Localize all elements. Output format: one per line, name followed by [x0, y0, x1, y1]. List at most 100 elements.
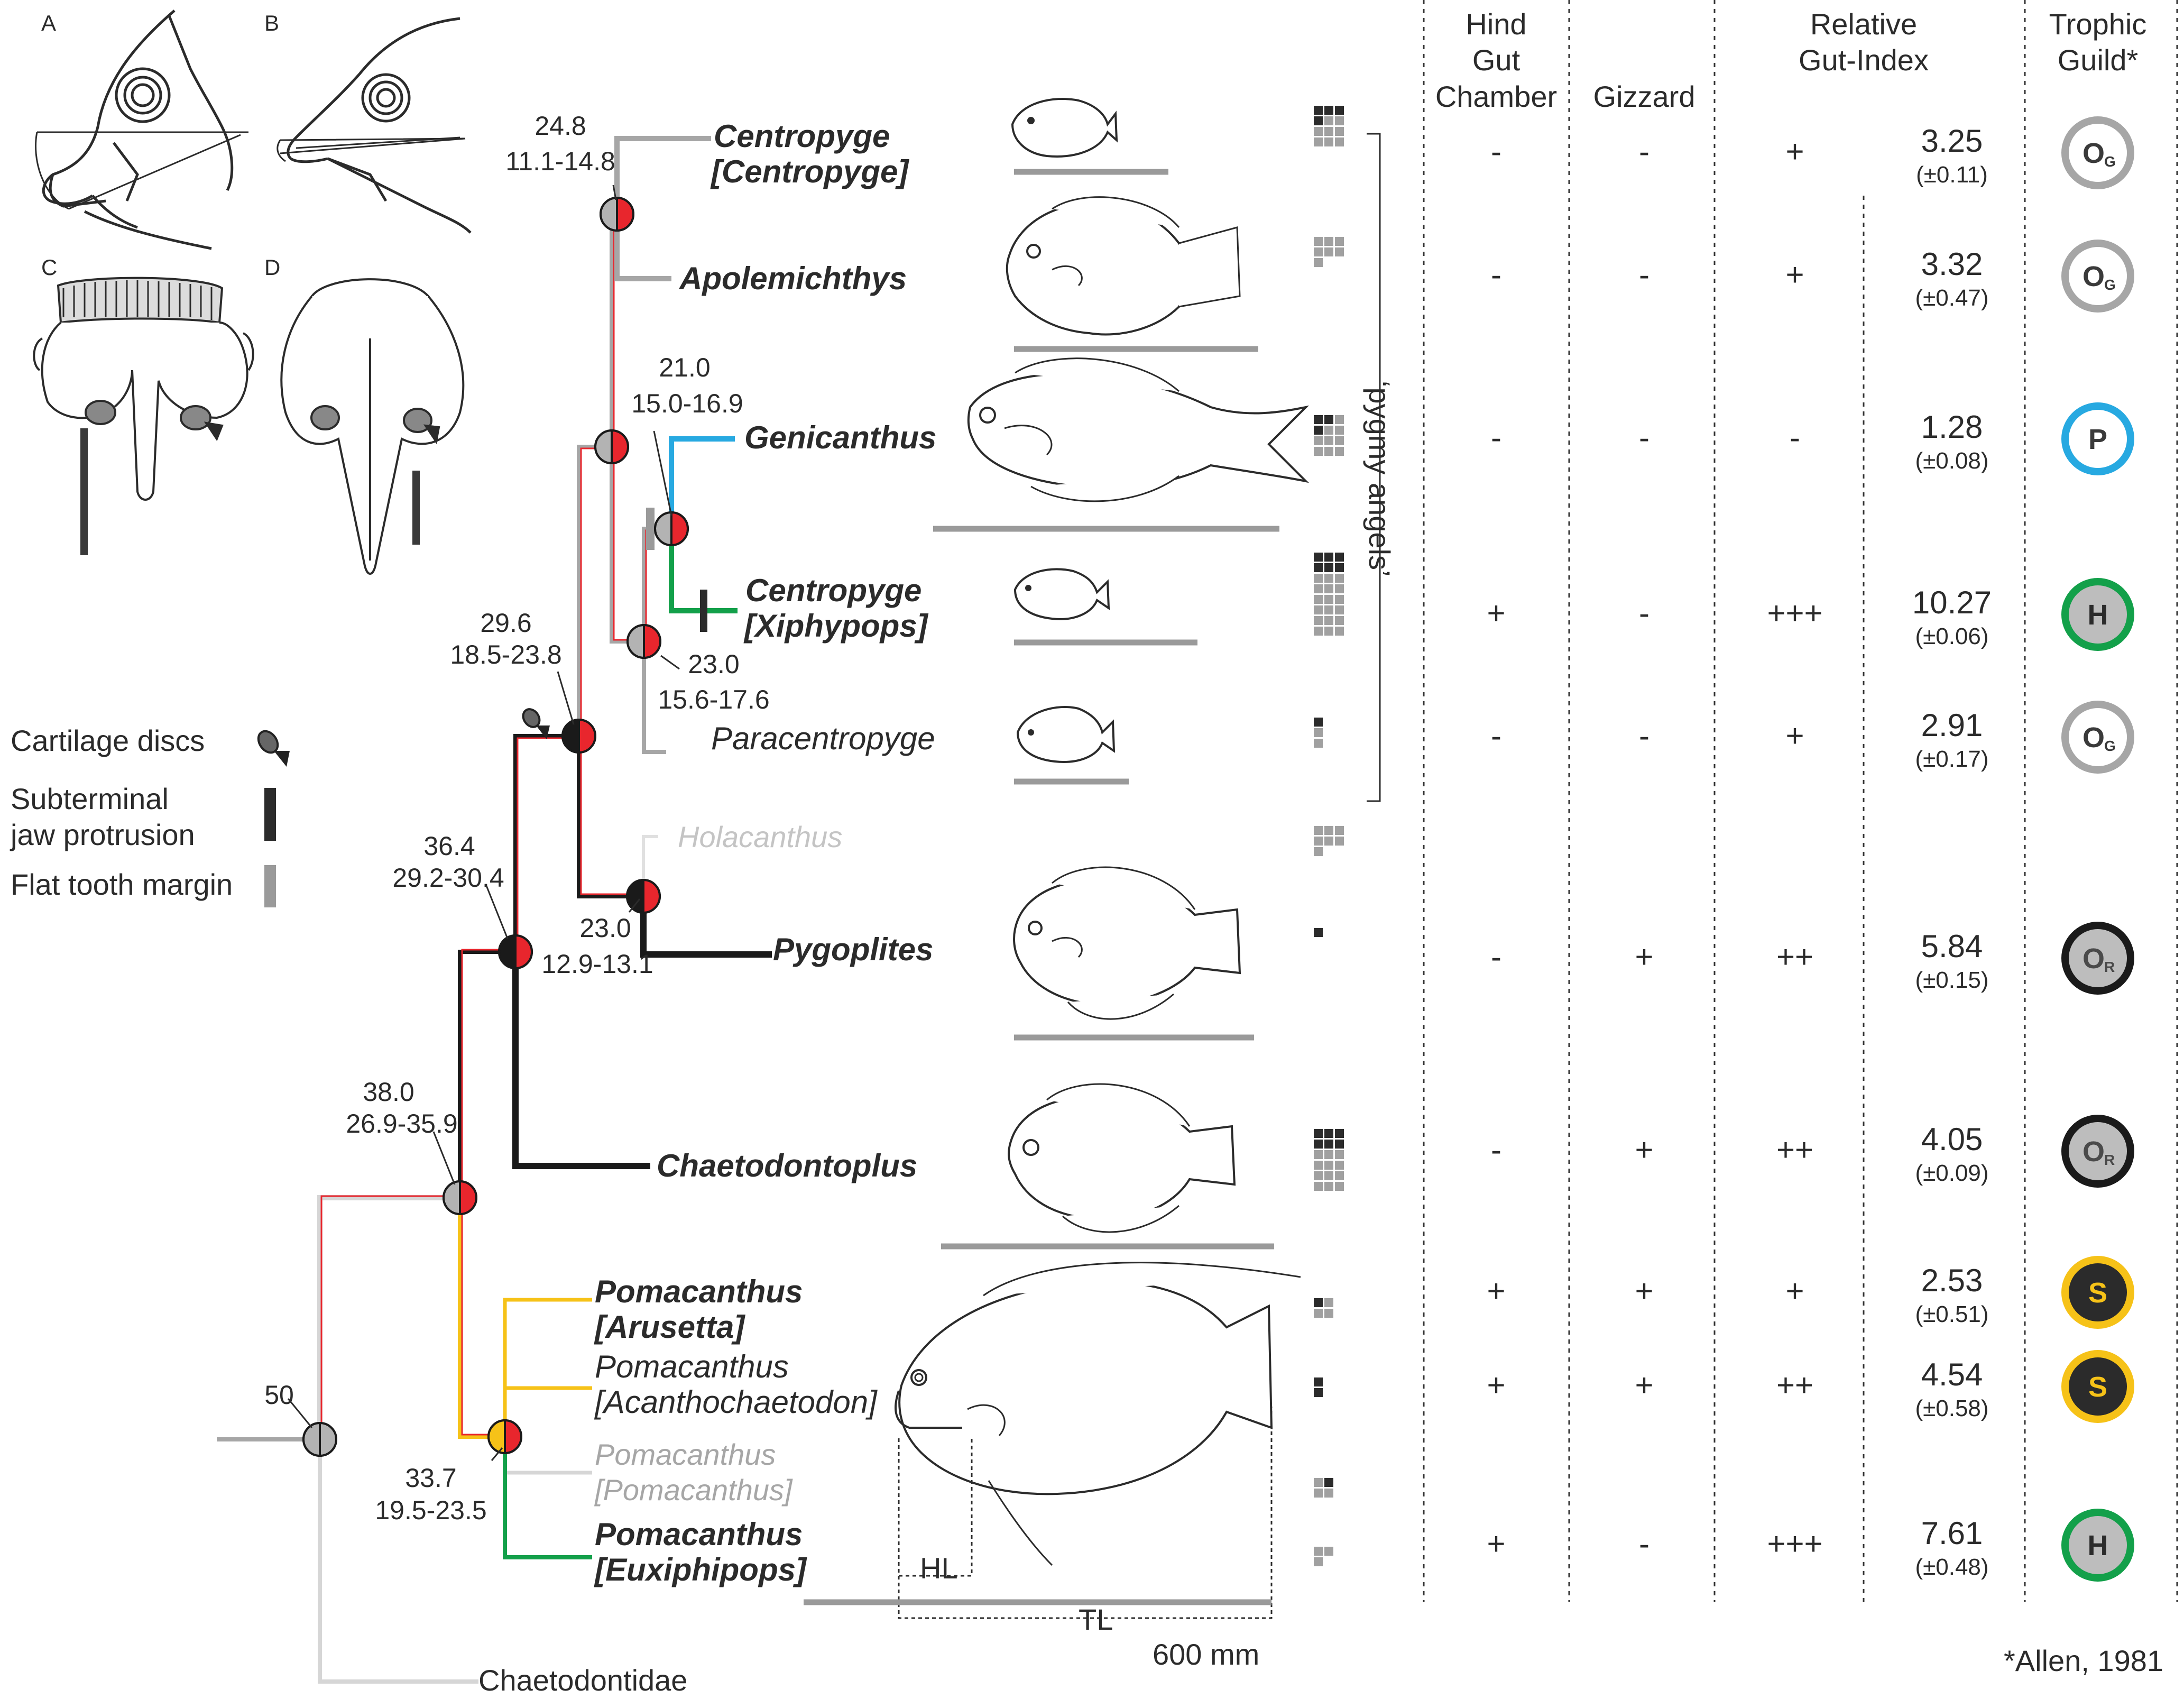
cell-hind: + — [1487, 1526, 1505, 1562]
cell-hind: + — [1487, 1273, 1505, 1309]
branch-38-to-pomacanthus — [458, 1198, 505, 1439]
gut-index-sd: (±0.15) — [1915, 967, 1988, 993]
trophic-guild-badge — [2061, 922, 2134, 995]
sample-square — [1335, 447, 1344, 456]
cell-gizzard: - — [1639, 718, 1649, 754]
branch-arusetta — [503, 1298, 592, 1437]
trait-row: - - - 1.28 (±0.08) P — [1491, 402, 2134, 475]
sample-square — [1335, 237, 1344, 246]
sample-size-grid — [1314, 1298, 1333, 1318]
sample-square — [1324, 1140, 1333, 1149]
panel-label-d: D — [264, 255, 280, 280]
sample-size-grid — [1314, 553, 1344, 636]
sample-square — [1314, 1547, 1323, 1556]
sample-square — [1335, 127, 1344, 136]
sample-square — [1314, 1489, 1323, 1498]
sample-square — [1335, 1161, 1344, 1170]
taxon-holacanthus: Holacanthus — [678, 820, 842, 853]
trophic-guild-letter: P — [2088, 424, 2107, 455]
trophic-guild-subscript: G — [2104, 738, 2116, 754]
taxon-euxiphipops-genus: Pomacanthus — [595, 1517, 803, 1552]
taxon-centropyge-xiphypops-genus: Centropyge — [745, 573, 921, 608]
node-23b-range: 12.9-13.1 — [541, 949, 653, 979]
node-root — [302, 1421, 337, 1457]
sample-square — [1335, 247, 1344, 256]
taxon-pygoplites: Pygoplites — [773, 932, 933, 967]
gut-index-sd: (±0.48) — [1915, 1554, 1988, 1580]
sample-square — [1324, 1182, 1333, 1191]
sample-size-grid — [1314, 928, 1323, 937]
sample-square — [1324, 1298, 1333, 1307]
sample-square — [1335, 826, 1344, 835]
sample-square — [1314, 1309, 1323, 1318]
node-29 — [561, 718, 596, 754]
sample-square — [1324, 837, 1333, 846]
footnote: *Allen, 1981 — [2004, 1644, 2163, 1677]
node-38 — [443, 1180, 477, 1216]
trait-row: + - +++ 10.27 (±0.06) H — [1487, 578, 2134, 651]
sample-square — [1324, 1309, 1333, 1318]
sample-size-grid — [1314, 1129, 1344, 1191]
fish-paracentropyge — [1014, 706, 1129, 785]
fish-apolemichthys — [1006, 196, 1258, 352]
sample-size-grid — [1314, 1377, 1323, 1397]
node-248-range: 11.1-14.8 — [505, 146, 615, 176]
node-248-age: 24.8 — [535, 111, 586, 141]
trait-row: - + ++ 5.84(±0.15)OR — [1491, 922, 2134, 995]
node-pygmy — [594, 429, 629, 465]
sample-square — [1314, 563, 1323, 572]
jaw-ventral-d-drawing — [280, 278, 465, 575]
cell-gizzard: + — [1635, 1367, 1653, 1403]
sample-square — [1335, 426, 1344, 435]
sample-square — [1314, 1161, 1323, 1170]
header-gut-index: Gut-Index — [1799, 43, 1929, 77]
cell-gizzard: - — [1639, 134, 1649, 169]
sample-square — [1314, 247, 1323, 256]
trophic-guild-badge — [2061, 402, 2134, 475]
sample-size-grid — [1314, 826, 1344, 856]
gut-index-value: 7.61 — [1921, 1516, 1983, 1551]
sample-square — [1335, 116, 1344, 125]
taxon-euxiphipops-subgenus: [Euxiphipops] — [594, 1552, 807, 1587]
sample-square — [1324, 616, 1333, 625]
gut-index-value: 5.84 — [1921, 929, 1983, 964]
jaw-ventral-c-drawing — [33, 277, 254, 501]
sample-square — [1324, 237, 1333, 246]
sample-square — [1335, 1150, 1344, 1159]
sample-square — [1324, 127, 1333, 136]
sample-square — [1314, 584, 1323, 593]
trophic-guild-letter: O — [2082, 943, 2105, 975]
sample-square — [1324, 605, 1333, 614]
jaw-panels: A B C D — [33, 10, 472, 575]
branch-to-230a — [610, 447, 644, 644]
sample-square — [1324, 426, 1333, 435]
cell-rgi: + — [1785, 257, 1804, 292]
sample-square — [1324, 137, 1333, 146]
branch-centropyge-xiphypops — [669, 529, 738, 613]
sample-square — [1324, 826, 1333, 835]
legend-subterminal-label-1: Subterminal — [11, 782, 169, 815]
subterminal-jaw-bar-icon — [264, 788, 276, 841]
sample-square — [1324, 574, 1333, 583]
gut-index-value: 3.25 — [1921, 123, 1983, 159]
gut-index-sd: (±0.09) — [1915, 1160, 1988, 1186]
sample-square — [1335, 627, 1344, 636]
trophic-guild-letter: S — [2088, 1277, 2107, 1309]
trophic-guild-badge — [2061, 1509, 2134, 1582]
gut-index-value: 2.53 — [1921, 1263, 1983, 1298]
header-hind-1: Hind — [1466, 7, 1526, 41]
sample-square — [1324, 584, 1333, 593]
taxon-acanthochaetodon-subgenus: [Acanthochaetodon] — [594, 1384, 878, 1420]
branch-genicanthus — [669, 436, 735, 529]
sample-square — [1335, 574, 1344, 583]
sample-square — [1314, 426, 1323, 435]
pygmy-angels-label: ‘pygmy angels’ — [1363, 381, 1396, 576]
taxon-arusetta-subgenus: [Arusetta] — [594, 1309, 745, 1345]
cartilage-disc-marker — [522, 708, 550, 739]
head-lateral-a-drawing — [35, 10, 248, 250]
gut-index-sd: (±0.58) — [1915, 1395, 1988, 1421]
sample-square — [1335, 595, 1344, 604]
sample-square — [1335, 837, 1344, 846]
sample-square — [1314, 616, 1323, 625]
hl-label: HL — [920, 1551, 958, 1585]
